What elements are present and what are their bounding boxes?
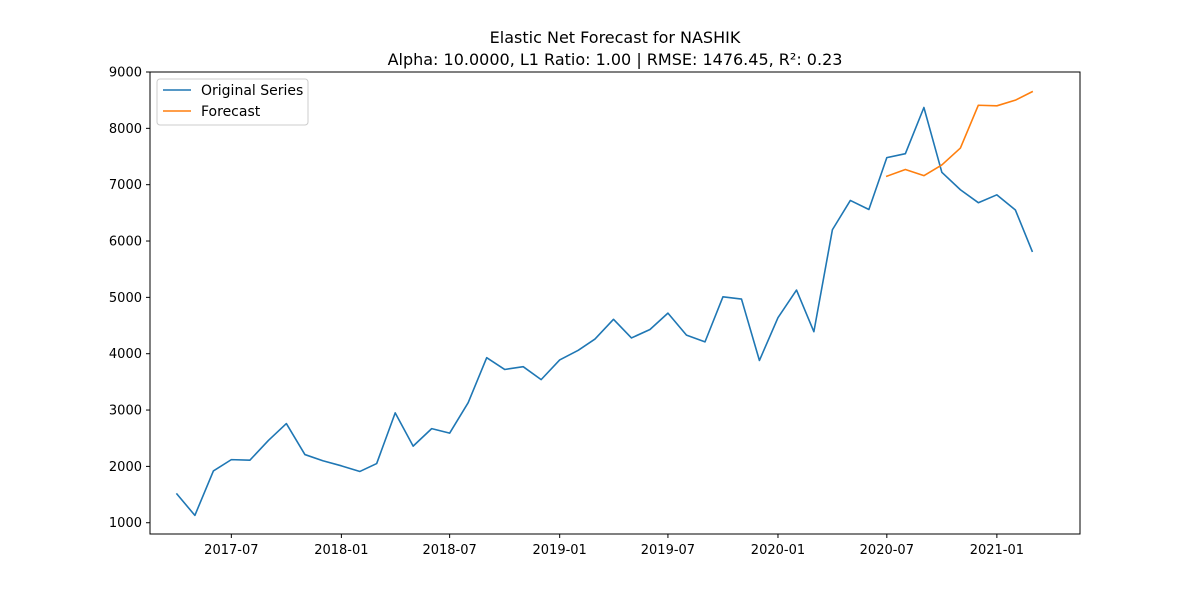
- legend-label: Original Series: [201, 83, 303, 99]
- y-tick-label: 6000: [109, 235, 142, 250]
- chart-title: Elastic Net Forecast for NASHIK: [489, 28, 741, 47]
- y-tick-label: 2000: [109, 460, 142, 475]
- axes: 1000 2000 3000 4000 5000 6000 7000 8000 9000 2017…: [109, 66, 1024, 559]
- plot-frame: [149, 71, 1081, 535]
- y-tick-label: 7000: [109, 178, 142, 193]
- y-tick-label: 9000: [109, 66, 142, 81]
- y-tick-label: 5000: [109, 291, 142, 306]
- x-tick-label: 2020-01: [751, 543, 805, 558]
- y-tick-label: 3000: [109, 404, 142, 419]
- chart-subtitle: Alpha: 10.0000, L1 Ratio: 1.00 | RMSE: 1…: [387, 50, 843, 69]
- series-lines: [175, 90, 1034, 517]
- legend-label: Forecast: [201, 104, 261, 120]
- x-tick-label: 2018-07: [422, 543, 476, 558]
- legend-box: [156, 78, 309, 126]
- y-tick-label: 8000: [109, 122, 142, 137]
- y-tick-label: 4000: [109, 347, 142, 362]
- x-tick-label: 2018-01: [314, 543, 368, 558]
- x-tick-label: 2020-07: [860, 543, 914, 558]
- x-tick-label: 2019-07: [641, 543, 695, 558]
- x-tick-label: 2021-01: [970, 543, 1024, 558]
- chart-title-block: Elastic Net Forecast for NASHIK Alpha: 1…: [0, 27, 1200, 71]
- y-tick-label: 1000: [109, 516, 142, 531]
- series-line-forecast: [885, 90, 1034, 178]
- x-tick-label: 2019-01: [533, 543, 587, 558]
- x-tick-label: 2017-07: [204, 543, 258, 558]
- series-line-original-series: [175, 106, 1034, 517]
- legend: Original Series Forecast: [156, 78, 309, 126]
